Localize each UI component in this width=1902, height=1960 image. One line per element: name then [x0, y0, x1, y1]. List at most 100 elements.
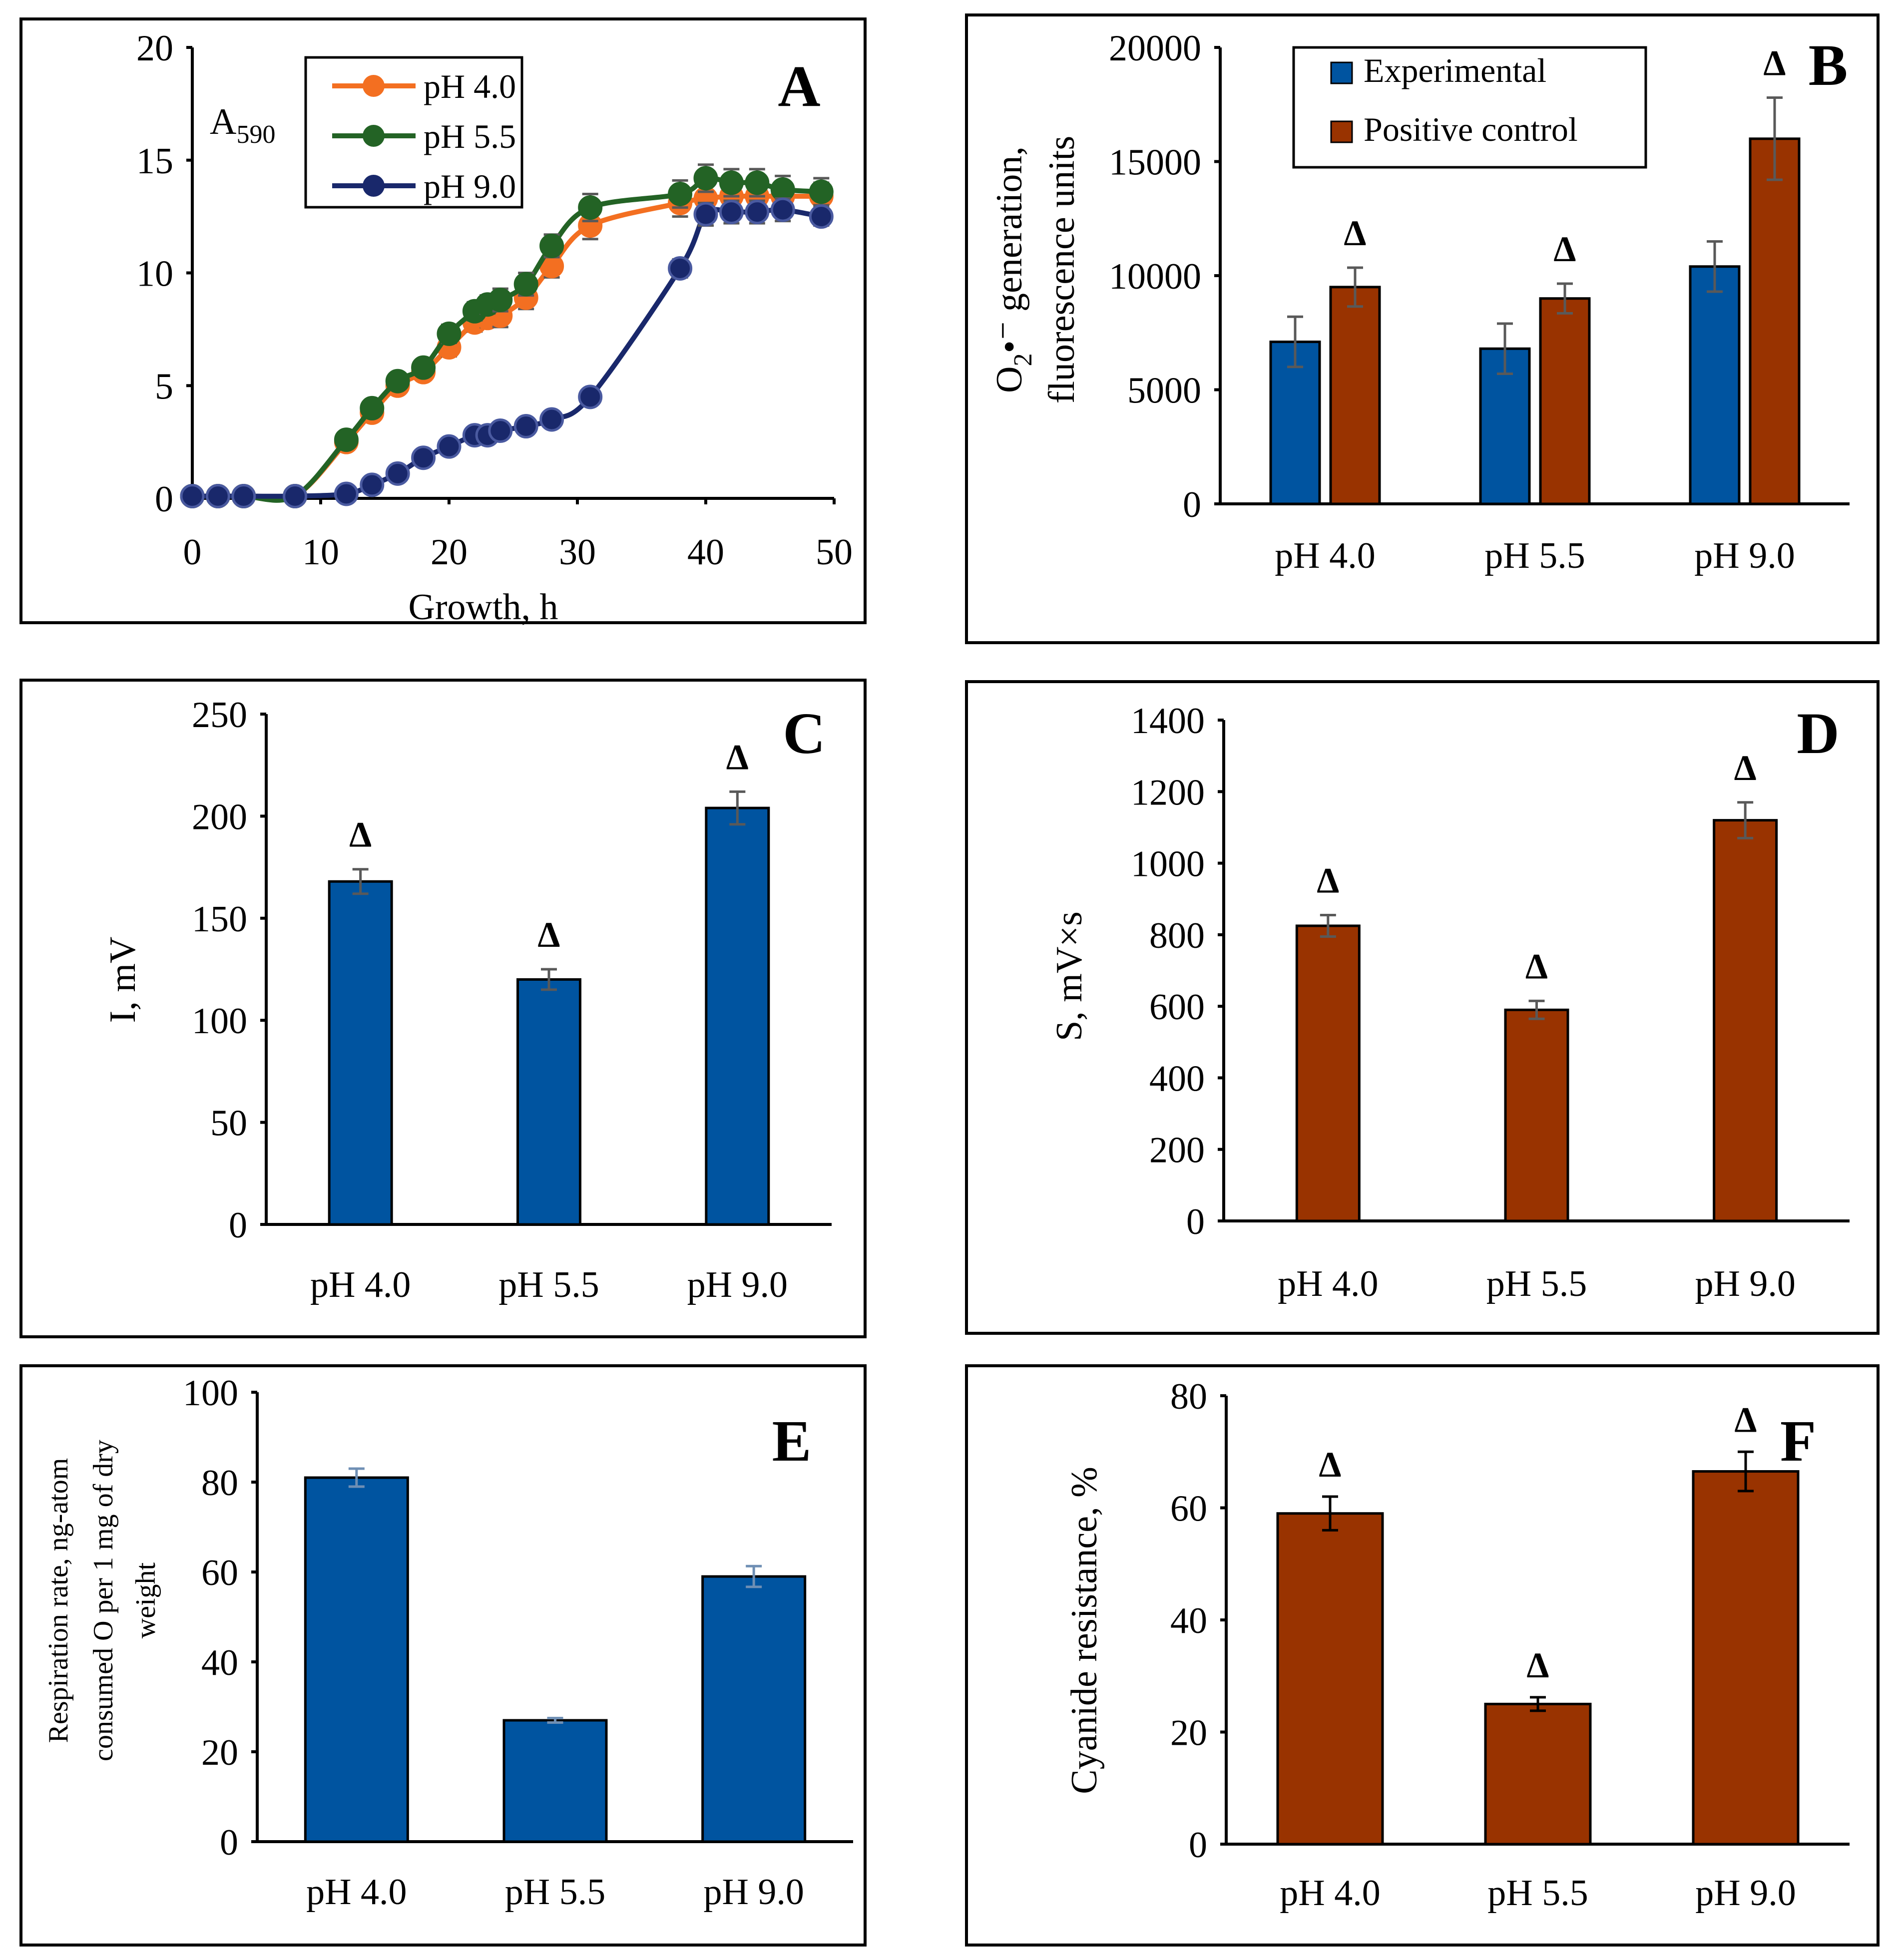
y-tick-label: 0	[1189, 1825, 1207, 1866]
y-tick-label: 10	[136, 254, 173, 295]
error-bar	[1707, 240, 1723, 293]
data-point	[809, 179, 834, 204]
data-point	[385, 461, 410, 486]
bar	[1539, 297, 1591, 505]
category-label: pH 5.5	[1487, 1873, 1588, 1914]
legend-label: pH 4.0	[424, 67, 516, 105]
legend-label: pH 9.0	[424, 167, 516, 205]
category-label: pH 9.0	[1695, 1263, 1795, 1304]
y-axis-title: Cyanide resistance, %	[1064, 1467, 1105, 1794]
y-tick-label: 200	[1149, 1130, 1205, 1171]
error-bar	[1528, 999, 1545, 1020]
legend-swatch	[1330, 61, 1353, 84]
error-bar	[1320, 913, 1336, 938]
bar	[328, 880, 393, 1226]
legend-swatch-marker	[363, 75, 385, 97]
y-axis-title-line1: O2•⁻ generation,	[989, 146, 1037, 393]
y-tick-label: 400	[1149, 1058, 1205, 1099]
error-bar	[1738, 1450, 1754, 1493]
data-point	[809, 204, 834, 229]
category-label: pH 5.5	[1484, 535, 1585, 576]
y-tick-label: 20	[201, 1732, 238, 1773]
y-tick-label: 600	[1149, 987, 1205, 1028]
chart-b: 0 5000 10000 15000 20000 pH 4.0 ΔpH 5.5 ΔpH 9.0…	[989, 28, 1850, 576]
y-tick-label: 5000	[1127, 371, 1201, 411]
y-axis-title-line: Respiration rate, ng-atom	[43, 1458, 74, 1743]
error-bar	[1287, 315, 1303, 369]
bar	[1269, 341, 1321, 505]
y-tick-label: 50	[210, 1103, 247, 1144]
significance-mark: Δ	[537, 915, 560, 955]
chart-e: 0 20 40 60 80 100 pH 4.0 pH 5.5 pH 9.0 Respiratio…	[43, 1373, 853, 1913]
x-tick-label: 50	[816, 532, 853, 573]
y-tick-label: 20	[136, 28, 173, 69]
significance-mark: Δ	[726, 737, 749, 777]
data-point	[231, 483, 256, 508]
category-label: pH 4.0	[306, 1872, 407, 1913]
legend: pH 4.0 pH 5.5 pH 9.0	[304, 56, 523, 209]
error-bar	[1497, 322, 1513, 376]
error-bar	[729, 790, 746, 826]
category-label: pH 5.5	[505, 1872, 605, 1913]
y-tick-label: 40	[1170, 1600, 1207, 1641]
y-tick-label: 20	[1170, 1713, 1207, 1754]
data-point	[205, 483, 230, 508]
y-tick-label: 10000	[1109, 256, 1201, 297]
x-tick-label: 30	[559, 532, 596, 573]
y-tick-label: 0	[220, 1822, 238, 1863]
y-tick-label: 250	[192, 695, 247, 736]
y-tick-label: 100	[192, 1001, 247, 1042]
category-label: pH 5.5	[1486, 1263, 1587, 1304]
category-label: pH 9.0	[1694, 535, 1795, 576]
significance-mark: Δ	[1317, 860, 1339, 900]
data-point	[385, 369, 410, 393]
panel-letter-b: B	[1809, 32, 1848, 98]
y-tick-label: 0	[1186, 1201, 1205, 1242]
y-axis-title: S, mV×s	[1049, 911, 1090, 1041]
data-point	[513, 414, 538, 439]
data-point	[411, 355, 436, 380]
error-bar	[1322, 1495, 1338, 1532]
bar	[1504, 1008, 1569, 1222]
y-tick-label: 60	[1170, 1489, 1207, 1530]
category-label: pH 9.0	[687, 1264, 788, 1305]
data-point	[578, 385, 603, 409]
data-point	[719, 170, 744, 195]
data-point	[513, 272, 538, 297]
data-point	[745, 170, 770, 195]
bar	[1276, 1512, 1384, 1846]
data-point	[770, 197, 795, 222]
x-tick-label: 40	[687, 532, 724, 573]
y-tick-label: 800	[1149, 915, 1205, 956]
y-tick-label: 15000	[1109, 142, 1201, 183]
y-tick-label: 200	[192, 796, 247, 837]
significance-mark: Δ	[1553, 229, 1576, 269]
bar	[1295, 924, 1361, 1222]
series-3	[180, 197, 834, 508]
y-tick-label: 5	[155, 366, 173, 407]
significance-mark: Δ	[349, 815, 372, 855]
y-tick-label: 60	[201, 1553, 238, 1593]
y-axis-title: A590	[210, 101, 275, 149]
y-title-rest: •⁻ generation,	[989, 146, 1030, 353]
x-tick-label: 0	[183, 532, 202, 573]
bar	[1692, 1470, 1800, 1846]
chart-f: 0 20 40 60 80 pH 4.0 ΔpH 5.5 ΔpH 9.0 Δ Cyanide re…	[1064, 1376, 1850, 1914]
error-bar	[1347, 266, 1363, 308]
panel-letter-f: F	[1780, 1408, 1816, 1474]
y-tick-label: 1400	[1131, 701, 1205, 742]
significance-mark: Δ	[1734, 748, 1757, 788]
category-label: pH 4.0	[310, 1264, 411, 1305]
error-bar	[352, 868, 369, 895]
legend: Experimental Positive control	[1292, 46, 1647, 169]
error-bar	[541, 968, 557, 991]
data-point	[283, 483, 308, 508]
data-point	[668, 256, 693, 281]
y-tick-label: 0	[155, 479, 173, 520]
chart-d: 0 200 400 600 800 1000 1200 1400 pH 4.0 ΔpH 5.5 Δp…	[1049, 701, 1850, 1304]
significance-mark: Δ	[1734, 1400, 1757, 1440]
significance-mark: Δ	[1763, 43, 1786, 83]
bar	[705, 806, 770, 1226]
category-label: pH 9.0	[1695, 1873, 1796, 1914]
